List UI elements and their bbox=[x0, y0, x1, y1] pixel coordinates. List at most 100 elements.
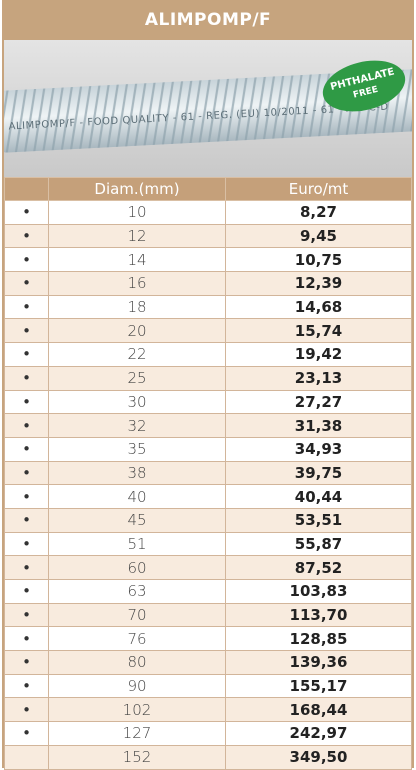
bullet-cell: • bbox=[5, 603, 49, 627]
bullet-cell: • bbox=[5, 508, 49, 532]
price-cell: 349,50 bbox=[226, 745, 412, 769]
diam-cell: 80 bbox=[49, 651, 226, 675]
bullet-cell: • bbox=[5, 627, 49, 651]
header-cell bbox=[5, 178, 49, 201]
diam-cell: 45 bbox=[49, 508, 226, 532]
bullet-cell: • bbox=[5, 556, 49, 580]
title: ALIMPOMP/F bbox=[4, 0, 412, 40]
diam-cell: 20 bbox=[49, 319, 226, 343]
price-cell: 34,93 bbox=[226, 437, 412, 461]
price-cell: 40,44 bbox=[226, 485, 412, 509]
bullet-cell: • bbox=[5, 651, 49, 675]
product-photo: ALIMPOMP/F - FOOD QUALITY - 61 - REG. (E… bbox=[4, 40, 412, 177]
diam-cell: 63 bbox=[49, 580, 226, 604]
bullet-cell: • bbox=[5, 485, 49, 509]
bullet-cell: • bbox=[5, 390, 49, 414]
diam-cell: 10 bbox=[49, 201, 226, 225]
bullet-cell: • bbox=[5, 295, 49, 319]
diam-cell: 76 bbox=[49, 627, 226, 651]
bullet-cell: • bbox=[5, 248, 49, 272]
bullet-cell: • bbox=[5, 437, 49, 461]
bullet-cell: • bbox=[5, 580, 49, 604]
price-cell: 10,75 bbox=[226, 248, 412, 272]
diam-cell: 32 bbox=[49, 414, 226, 438]
bullet-cell: • bbox=[5, 272, 49, 296]
diam-cell: 35 bbox=[49, 437, 226, 461]
price-cell: 113,70 bbox=[226, 603, 412, 627]
price-cell: 103,83 bbox=[226, 580, 412, 604]
bullet-cell: • bbox=[5, 532, 49, 556]
diam-cell: 40 bbox=[49, 485, 226, 509]
price-cell: 31,38 bbox=[226, 414, 412, 438]
diam-cell: 51 bbox=[49, 532, 226, 556]
price-cell: 128,85 bbox=[226, 627, 412, 651]
header-cell: Diam.(mm) bbox=[49, 178, 226, 201]
bullet-cell: • bbox=[5, 319, 49, 343]
diam-cell: 127 bbox=[49, 722, 226, 746]
bullet-cell: • bbox=[5, 343, 49, 367]
price-cell: 87,52 bbox=[226, 556, 412, 580]
price-cell: 53,51 bbox=[226, 508, 412, 532]
price-cell: 14,68 bbox=[226, 295, 412, 319]
bullet-cell: • bbox=[5, 224, 49, 248]
price-cell: 55,87 bbox=[226, 532, 412, 556]
diam-cell: 30 bbox=[49, 390, 226, 414]
bullet-cell: • bbox=[5, 674, 49, 698]
diam-cell: 18 bbox=[49, 295, 226, 319]
price-cell: 15,74 bbox=[226, 319, 412, 343]
price-cell: 168,44 bbox=[226, 698, 412, 722]
diam-cell: 102 bbox=[49, 698, 226, 722]
price-cell: 27,27 bbox=[226, 390, 412, 414]
diam-cell: 60 bbox=[49, 556, 226, 580]
bullet-cell: • bbox=[5, 461, 49, 485]
price-cell: 9,45 bbox=[226, 224, 412, 248]
diam-cell: 70 bbox=[49, 603, 226, 627]
diam-cell: 38 bbox=[49, 461, 226, 485]
diam-cell: 16 bbox=[49, 272, 226, 296]
diam-cell: 90 bbox=[49, 674, 226, 698]
diam-cell: 12 bbox=[49, 224, 226, 248]
price-cell: 242,97 bbox=[226, 722, 412, 746]
header-cell: Euro/mt bbox=[226, 178, 412, 201]
price-cell: 19,42 bbox=[226, 343, 412, 367]
bullet-cell: • bbox=[5, 366, 49, 390]
price-cell: 12,39 bbox=[226, 272, 412, 296]
price-cell: 155,17 bbox=[226, 674, 412, 698]
diam-cell: 14 bbox=[49, 248, 226, 272]
diam-cell: 152 bbox=[49, 745, 226, 769]
price-cell: 39,75 bbox=[226, 461, 412, 485]
price-cell: 139,36 bbox=[226, 651, 412, 675]
diam-cell: 25 bbox=[49, 366, 226, 390]
price-cell: 23,13 bbox=[226, 366, 412, 390]
bullet-cell: • bbox=[5, 698, 49, 722]
price-sheet: ALIMPOMP/F ALIMPOMP/F - FOOD QUALITY - 6… bbox=[2, 0, 414, 768]
bullet-cell bbox=[5, 745, 49, 769]
bullet-cell: • bbox=[5, 414, 49, 438]
header-row: Diam.(mm) Euro/mt bbox=[5, 178, 412, 201]
bullet-cell: • bbox=[5, 201, 49, 225]
